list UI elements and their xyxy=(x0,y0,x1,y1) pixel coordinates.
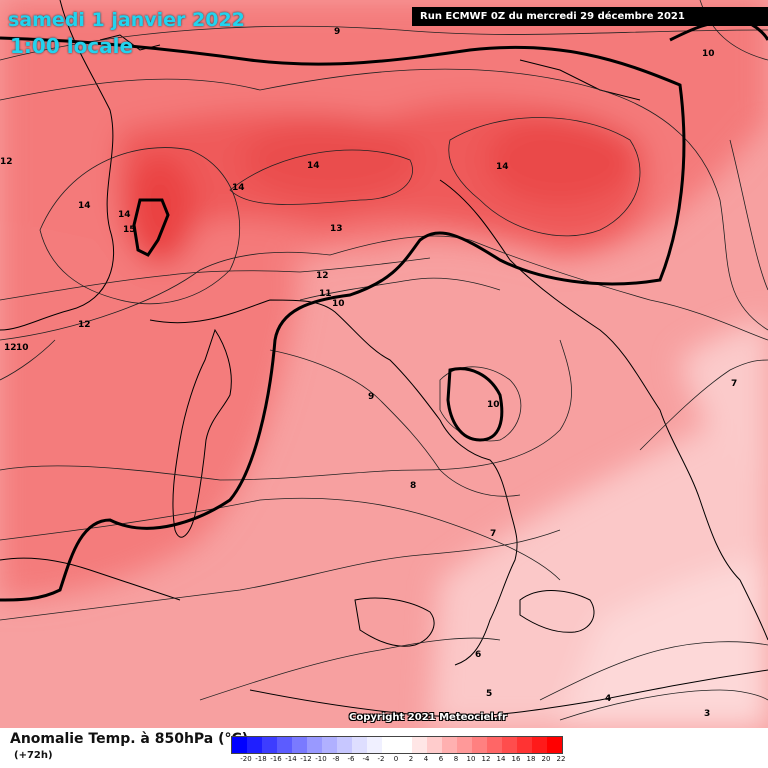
model-run-banner: Run ECMWF 0Z du mercredi 29 décembre 202… xyxy=(412,7,768,26)
legend-swatch xyxy=(397,737,412,753)
contour-label: 10 xyxy=(332,299,345,309)
legend-swatch xyxy=(277,737,292,753)
legend-swatch xyxy=(367,737,382,753)
legend-swatch xyxy=(337,737,352,753)
anomaly-shading xyxy=(0,0,768,728)
legend-tick-label: -14 xyxy=(285,755,297,763)
legend-tick-label: -20 xyxy=(240,755,252,763)
legend-tick-label: 20 xyxy=(541,755,551,763)
contour-label: 14 xyxy=(232,183,245,193)
temperature-anomaly-map: 9 10 14 14 14 14 14 15 13 12 12 12 11 10… xyxy=(0,0,768,728)
legend-swatch xyxy=(517,737,532,753)
contour-label: 9 xyxy=(368,392,374,402)
contour-label: 11 xyxy=(319,289,332,299)
legend-swatch xyxy=(262,737,277,753)
legend-swatch xyxy=(247,737,262,753)
contour-label: 14 xyxy=(78,201,91,211)
contour-label: 12 xyxy=(0,157,13,167)
contour-label: 4 xyxy=(605,694,611,704)
contour-labels: 9 10 14 14 14 14 14 15 13 12 12 12 11 10… xyxy=(0,27,737,719)
legend-tick-label: 0 xyxy=(393,755,399,763)
legend-swatch xyxy=(292,737,307,753)
legend-swatch xyxy=(382,737,397,753)
contour-label: 14 xyxy=(118,210,131,220)
legend-tick-label: -4 xyxy=(362,755,370,763)
legend-tick-label: 18 xyxy=(526,755,536,763)
legend-swatch xyxy=(502,737,517,753)
legend-title: Anomalie Temp. à 850hPa (°C) xyxy=(10,731,249,747)
legend-tick-label: 4 xyxy=(423,755,429,763)
legend-swatch xyxy=(412,737,427,753)
legend-tick-label: -18 xyxy=(255,755,267,763)
contour-label: 7 xyxy=(490,529,496,539)
legend-swatch xyxy=(547,737,562,753)
legend-tick-label: 12 xyxy=(481,755,491,763)
contour-label: 9 xyxy=(334,27,340,37)
contour-label: 10 xyxy=(702,49,715,59)
legend-tick-label: -8 xyxy=(332,755,340,763)
contour-label: 10 xyxy=(16,343,29,353)
contour-label: 6 xyxy=(475,650,481,660)
contour-label: 13 xyxy=(330,224,343,234)
legend-swatch xyxy=(352,737,367,753)
legend-tick-label: 6 xyxy=(438,755,444,763)
legend-swatch xyxy=(457,737,472,753)
legend-tick-label: 2 xyxy=(408,755,414,763)
forecast-time-title: 1:00 locale xyxy=(10,34,134,58)
legend-swatch xyxy=(322,737,337,753)
color-scale-legend: Anomalie Temp. à 850hPa (°C) (+72h) -20-… xyxy=(0,728,768,768)
legend-tick-label: -2 xyxy=(377,755,385,763)
legend-tick-label: 16 xyxy=(511,755,521,763)
legend-color-bar xyxy=(231,736,563,754)
legend-tick-label: -10 xyxy=(315,755,327,763)
legend-swatch xyxy=(232,737,247,753)
legend-tick-label: 14 xyxy=(496,755,506,763)
thick-contours xyxy=(0,18,768,602)
legend-tick-label: 22 xyxy=(556,755,566,763)
contour-label: 12 xyxy=(316,271,329,281)
legend-tick-label: -12 xyxy=(300,755,312,763)
forecast-date-title: samedi 1 janvier 2022 xyxy=(8,9,245,31)
contour-label: 5 xyxy=(486,689,492,699)
contour-label: 10 xyxy=(487,400,500,410)
legend-swatch xyxy=(532,737,547,753)
contour-label: 3 xyxy=(704,709,710,719)
contour-label: 12 xyxy=(78,320,91,330)
contour-label: 8 xyxy=(410,481,416,491)
contour-lines xyxy=(0,0,768,721)
legend-swatch xyxy=(487,737,502,753)
legend-swatch xyxy=(307,737,322,753)
contour-label: 12 xyxy=(4,343,17,353)
copyright-text: Copyright 2021 Meteociel.fr xyxy=(349,712,507,723)
contour-label: 14 xyxy=(307,161,320,171)
legend-swatch xyxy=(472,737,487,753)
legend-tick-label: -16 xyxy=(270,755,282,763)
legend-swatch xyxy=(442,737,457,753)
forecast-lead-time: (+72h) xyxy=(14,750,53,761)
contour-label: 14 xyxy=(496,162,509,172)
legend-tick-label: 10 xyxy=(466,755,476,763)
legend-tick-label: 8 xyxy=(453,755,459,763)
contour-label: 15 xyxy=(123,225,136,235)
legend-swatch xyxy=(427,737,442,753)
legend-tick-label: -6 xyxy=(347,755,355,763)
contour-label: 7 xyxy=(731,379,737,389)
